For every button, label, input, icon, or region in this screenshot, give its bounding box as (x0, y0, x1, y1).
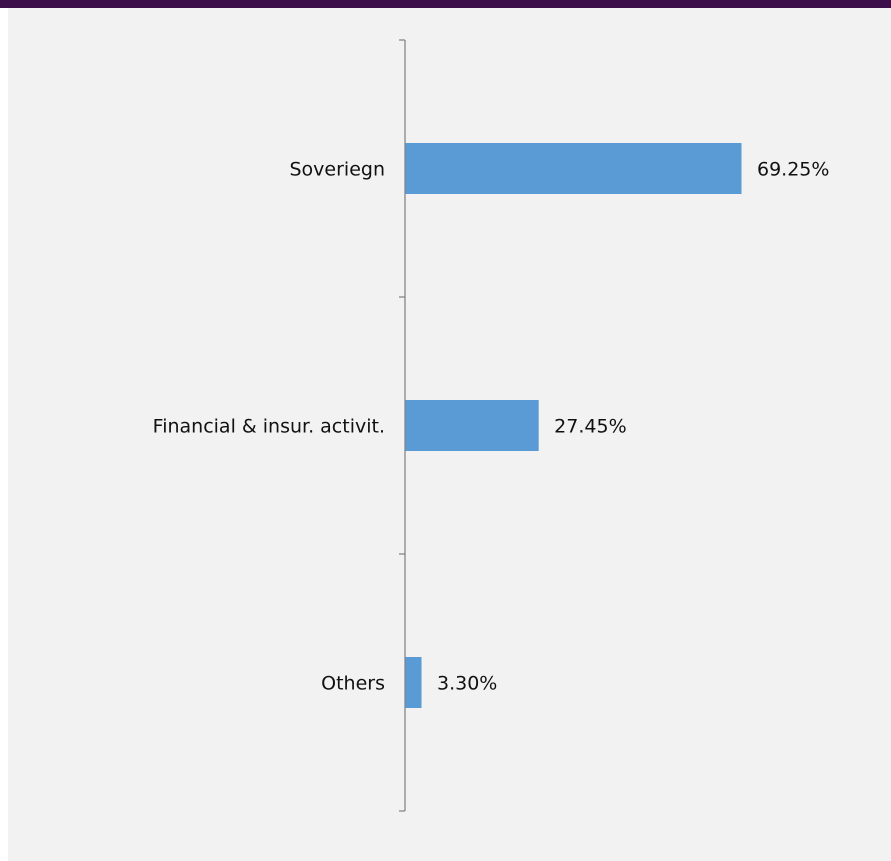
category-label: Soveriegn (289, 159, 385, 181)
value-labels: 69.25% 27.45% 3.30% (437, 159, 829, 695)
category-labels: Soveriegn Financial & insur. activit. Othe… (153, 159, 385, 695)
bar (405, 657, 422, 708)
axis-ticks (399, 39, 405, 812)
value-label: 69.25% (757, 159, 829, 181)
category-label: Financial & insur. activit. (153, 416, 385, 438)
bars (405, 143, 742, 708)
bar (405, 400, 539, 451)
header-band (0, 0, 891, 8)
value-label: 3.30% (437, 673, 497, 695)
bar (405, 143, 742, 194)
value-label: 27.45% (554, 416, 626, 438)
category-label: Others (321, 673, 385, 695)
